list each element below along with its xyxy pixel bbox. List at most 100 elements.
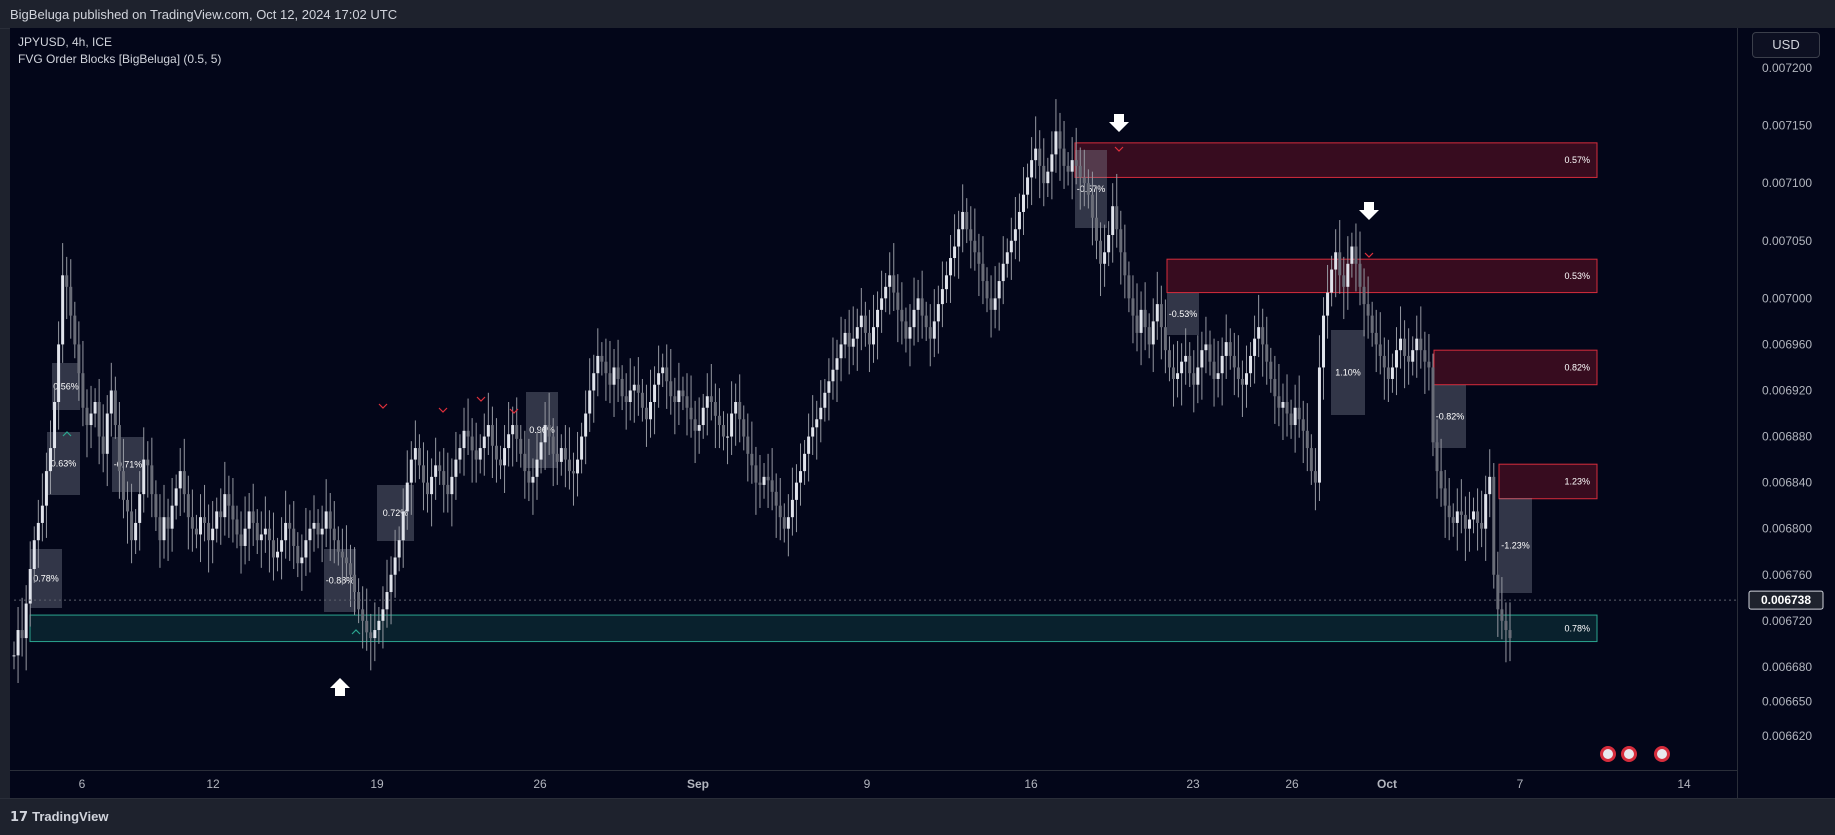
candle-body [1001, 263, 1005, 282]
candle-body [430, 476, 434, 495]
candle-body [1159, 304, 1163, 328]
candle-body [1415, 338, 1419, 351]
candle-body [653, 384, 657, 402]
candle-body [754, 465, 758, 483]
candle-body [227, 494, 231, 506]
candle-body [454, 459, 458, 477]
candle-body [32, 540, 36, 569]
candle-body [944, 275, 948, 290]
candle-body [1362, 286, 1366, 305]
candle-body [673, 396, 677, 402]
price-tick-label: 0.006620 [1762, 729, 1812, 743]
candle-body [109, 390, 113, 414]
candle-body [831, 369, 835, 382]
candle-body [1366, 304, 1370, 316]
candle-body [904, 321, 908, 339]
candle-body [511, 425, 515, 435]
candle-body [1107, 235, 1111, 253]
candle-body [117, 425, 121, 472]
fvg-label: -0.53% [1169, 309, 1198, 319]
fvg-box [1499, 498, 1532, 593]
candle-body [1459, 511, 1463, 515]
time-axis[interactable] [10, 770, 1737, 799]
candle-body [1123, 252, 1127, 276]
us-flag-event-icon-inner [1657, 749, 1667, 759]
candle-body [713, 402, 717, 416]
candle-body [304, 540, 308, 558]
candle-body [1313, 471, 1317, 483]
candle-body [1228, 342, 1232, 356]
sell-arrow-icon [1109, 114, 1129, 132]
candle-body [373, 630, 377, 639]
candle-body [949, 258, 953, 276]
candle-body [1103, 252, 1107, 264]
fvg-box [1331, 330, 1365, 415]
candle-body [377, 620, 381, 631]
candle-body [1216, 373, 1220, 379]
tradingview-logo[interactable]: 𝟭𝟳 TradingView [10, 809, 108, 825]
candle-body [361, 609, 365, 621]
chart-pane[interactable] [10, 28, 1737, 798]
candle-body [628, 390, 632, 402]
bearish-order-block [1074, 142, 1598, 178]
candle-body [1281, 402, 1285, 408]
candle-body [1094, 217, 1098, 241]
candle-body [1374, 332, 1378, 345]
candle-body [470, 436, 474, 451]
candle-body [624, 396, 628, 402]
candle-body [758, 482, 762, 485]
candle-body [162, 517, 166, 541]
candle-body [219, 511, 223, 518]
candle-body [859, 315, 863, 328]
candle-body [320, 528, 324, 535]
candle-body [1115, 206, 1119, 230]
candle-body [211, 528, 215, 541]
candle-body [884, 286, 888, 299]
candle-body [1244, 373, 1248, 385]
candle-body [1046, 171, 1050, 184]
candle-body [507, 434, 511, 449]
currency-button[interactable]: USD [1752, 32, 1820, 58]
candle-body [965, 211, 969, 230]
candle-body [863, 315, 867, 333]
candle-body [1038, 148, 1042, 166]
fvg-label: 0.78% [33, 574, 59, 584]
candle-body [1151, 321, 1155, 345]
price-axis[interactable] [1737, 28, 1835, 798]
indicator-legend: FVG Order Blocks [BigBeluga] (0.5, 5) [18, 52, 222, 66]
fvg-box [47, 432, 80, 495]
candle-body [1427, 361, 1431, 368]
bullish-order-block [29, 614, 1598, 643]
candle-body [1309, 448, 1313, 472]
candle-body [1119, 229, 1123, 253]
candle-body [604, 361, 608, 374]
symbol-legend: JPYUSD, 4h, ICE [18, 35, 113, 49]
candle-body [1026, 177, 1030, 195]
candle-body [316, 522, 320, 535]
time-tick-label: 16 [1024, 777, 1038, 791]
candle-body [1192, 373, 1196, 385]
candle-body [61, 275, 65, 345]
candle-body [434, 465, 438, 477]
candle-body [1447, 505, 1451, 518]
price-tick-label: 0.006720 [1762, 614, 1812, 628]
candle-body [353, 574, 357, 593]
candle-body [308, 528, 312, 541]
candle-body [223, 494, 227, 518]
candle-body [1378, 344, 1382, 356]
candle-body [665, 367, 669, 382]
candle-body [807, 436, 811, 454]
candle-body [1257, 327, 1261, 339]
candle-body [1204, 344, 1208, 351]
candle-body [636, 384, 640, 393]
candle-body [1135, 315, 1139, 333]
candle-body [1443, 488, 1447, 506]
candle-body [1236, 367, 1240, 379]
candle-body [12, 655, 16, 657]
bearish-chevron-icon [1114, 146, 1124, 152]
price-tick-label: 0.007050 [1762, 234, 1812, 248]
candle-body [1394, 350, 1398, 368]
bearish-chevron-icon [438, 407, 448, 413]
candle-body [1354, 246, 1358, 264]
